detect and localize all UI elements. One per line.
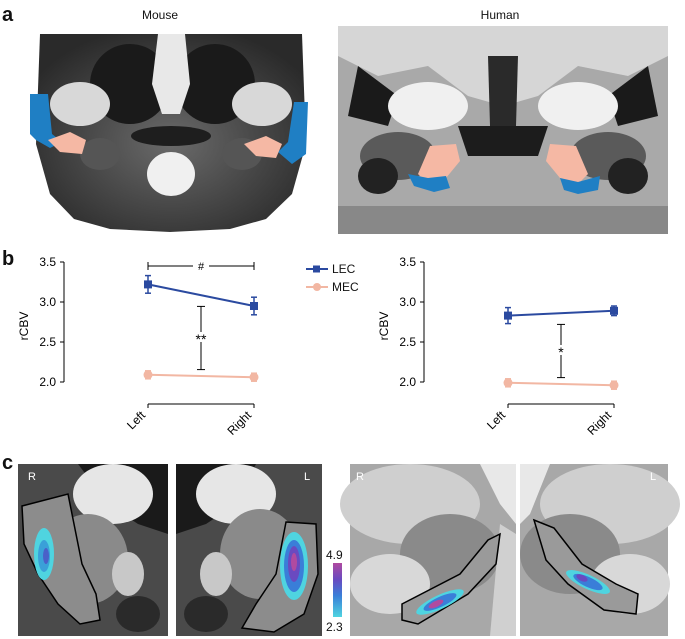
data-point-lec [250, 302, 258, 310]
legend-item-lec: LEC [306, 260, 359, 278]
orientation-label-human-l: L [650, 471, 656, 483]
orientation-label-mouse-l: L [304, 471, 310, 483]
significance-label-bg [193, 259, 209, 271]
data-point-mec [249, 372, 259, 382]
x-tick-label: Left [484, 408, 509, 433]
mouse-rcbv-map-left-hemisphere: L [176, 464, 322, 636]
panel-label-b: b [2, 248, 15, 270]
y-axis-label: rCBV [17, 312, 31, 341]
human-rcbv-map-right-hemisphere: R [340, 464, 516, 636]
legend-label-lec: LEC [332, 262, 356, 276]
human-title: Human [480, 8, 520, 22]
colorbar [333, 563, 342, 617]
legend-label-mec: MEC [332, 280, 359, 294]
mouse-rcbv-map-right-hemisphere: R [18, 464, 168, 636]
data-point-mec [503, 378, 513, 388]
orientation-label-mouse-r: R [28, 471, 36, 483]
legend-item-mec: MEC [306, 278, 359, 296]
y-tick-label: 2.5 [399, 335, 416, 349]
colorbar-max-label: 4.9 [326, 548, 343, 562]
y-tick-label: 3.5 [399, 255, 416, 269]
significance-label: * [558, 344, 564, 360]
series-line-mec [147, 373, 255, 379]
x-tick-label: Left [124, 408, 149, 433]
data-point-lec [144, 280, 152, 289]
data-point-lec [610, 306, 618, 315]
y-tick-label: 2.5 [39, 335, 56, 349]
significance-label-bg [552, 345, 570, 355]
legend-swatch-lec [306, 265, 328, 273]
panel-label-a: a [2, 4, 14, 26]
x-tick-label: Right [224, 408, 254, 438]
data-point-mec [609, 380, 619, 390]
significance-label: # [198, 261, 205, 273]
legend-swatch-mec [306, 283, 328, 291]
y-tick-label: 3.5 [39, 255, 56, 269]
human-rcbv-map-left-hemisphere: L [520, 464, 680, 636]
significance-label: ** [196, 331, 207, 347]
y-tick-label: 2.0 [39, 375, 56, 389]
y-tick-label: 3.0 [399, 295, 416, 309]
legend: LEC MEC [306, 260, 359, 296]
series-line-lec [147, 283, 255, 307]
data-point-mec [143, 370, 153, 380]
series-line-lec [507, 309, 615, 317]
mouse-brain-image [30, 24, 312, 234]
y-tick-label: 3.0 [39, 295, 56, 309]
panel-label-c: c [2, 452, 14, 474]
x-tick-label: Right [584, 408, 614, 438]
y-axis-label: rCBV [377, 312, 391, 341]
chart-right: 2.0 2.5 3.0 3.5 Left Right rCBV * [377, 255, 619, 438]
colorbar-min-label: 2.3 [326, 620, 343, 634]
y-tick-label: 2.0 [399, 375, 416, 389]
series-line-mec [507, 381, 615, 387]
data-point-lec [504, 311, 512, 320]
chart-left: 2.0 2.5 3.0 3.5 Left Right rCBV # ** [17, 255, 259, 438]
orientation-label-human-r: R [356, 471, 364, 483]
significance-label-bg [192, 332, 210, 342]
mouse-title: Mouse [141, 8, 179, 22]
human-brain-image [338, 26, 668, 234]
